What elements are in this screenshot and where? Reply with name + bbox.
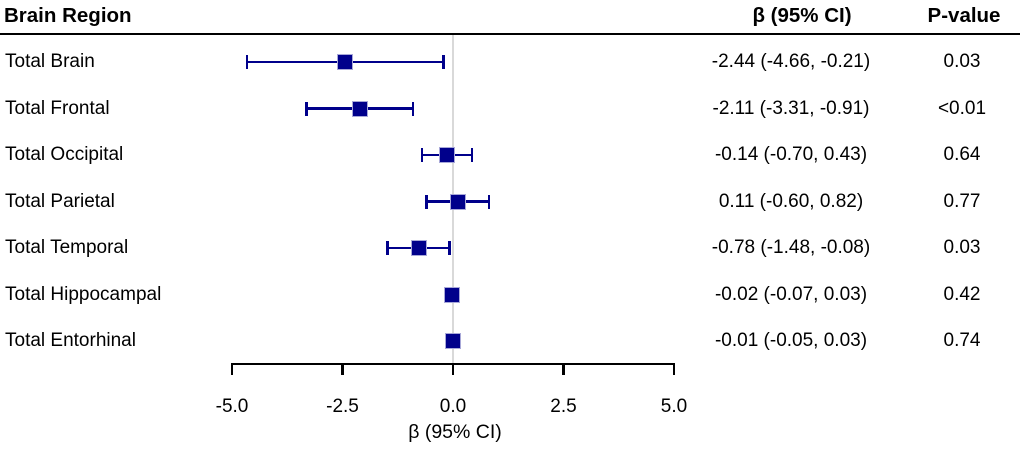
beta-ci-value: -0.02 (-0.07, 0.03) (714, 283, 868, 305)
p-value: <0.01 (937, 97, 987, 119)
row-label: Total Parietal (5, 190, 115, 212)
header-divider-line (0, 32, 1020, 35)
p-value: 0.03 (943, 237, 981, 258)
p-value: 0.64 (943, 144, 981, 165)
ci-cap-right (448, 241, 451, 255)
ci-cap-left (420, 148, 424, 162)
ci-cap-right (487, 194, 491, 209)
x-axis-title: β (95% CI) (408, 421, 502, 443)
row-label: Total Occipital (5, 144, 124, 165)
x-axis-tick-label: 2.5 (550, 396, 577, 417)
beta-ci-value: -0.01 (-0.05, 0.03) (714, 330, 868, 351)
beta-ci-value: 0.11 (-0.60, 0.82) (718, 190, 864, 212)
ci-cap-left (305, 101, 308, 116)
x-axis-tick-label: 5.0 (660, 396, 688, 417)
x-axis-tick (230, 363, 234, 375)
row-label: Total Hippocampal (5, 283, 162, 305)
estimate-marker (444, 333, 461, 349)
estimate-marker (438, 147, 455, 163)
x-axis-tick (341, 363, 344, 375)
p-value: 0.03 (943, 51, 981, 72)
row-label: Total Entorhinal (5, 330, 136, 351)
estimate-marker (410, 240, 427, 256)
column-header-beta-ci: β (95% CI) (752, 4, 852, 27)
ci-cap-right (470, 148, 474, 162)
x-axis-tick (451, 363, 455, 375)
ci-cap-right (411, 101, 415, 116)
column-header-brain-region: Brain Region (4, 4, 132, 27)
x-axis-tick (562, 363, 565, 375)
ci-cap-left (425, 194, 428, 209)
beta-ci-value: -2.44 (-4.66, -0.21) (711, 51, 871, 72)
x-axis-tick-label: 0.0 (439, 396, 467, 417)
column-header-pvalue: P-value (927, 4, 1001, 27)
row-label: Total Temporal (5, 237, 129, 258)
estimate-marker (351, 100, 368, 117)
x-axis-tick-label: -2.5 (326, 396, 359, 417)
ci-cap-left (386, 241, 389, 255)
p-value: 0.74 (943, 330, 981, 351)
estimate-marker (449, 193, 466, 210)
p-value: 0.77 (943, 190, 981, 212)
beta-ci-value: -2.11 (-3.31, -0.91) (712, 97, 870, 119)
beta-ci-value: -0.78 (-1.48, -0.08) (711, 237, 871, 258)
x-axis-tick (672, 363, 676, 375)
estimate-marker (444, 286, 461, 303)
beta-ci-value: -0.14 (-0.70, 0.43) (714, 144, 868, 165)
x-axis-tick-label: -5.0 (215, 396, 249, 417)
ci-cap-right (442, 55, 445, 69)
row-label: Total Brain (5, 51, 95, 72)
ci-cap-left (245, 55, 249, 69)
row-label: Total Frontal (5, 97, 110, 119)
p-value: 0.42 (943, 283, 981, 305)
estimate-marker (337, 54, 354, 70)
